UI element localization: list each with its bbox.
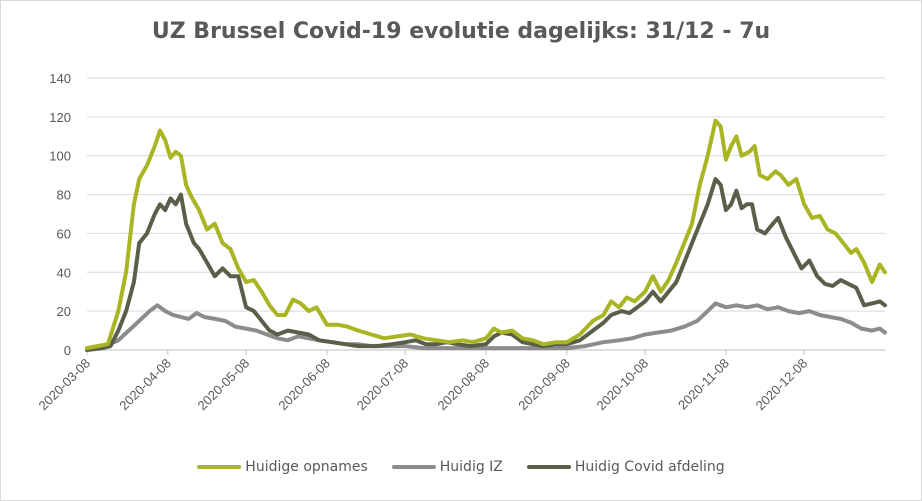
y-tick-label: 0: [64, 343, 71, 358]
legend-swatch-iz: [391, 465, 436, 469]
series-line-huidige-opnames: [85, 118, 887, 351]
legend-swatch-afdeling: [526, 465, 571, 469]
x-tick-label: 2020-05-08: [195, 356, 253, 414]
y-tick-label: 60: [57, 226, 71, 241]
series-line-huidig-covid-afdeling: [85, 177, 887, 352]
y-tick-label: 120: [49, 110, 71, 125]
legend-item-iz: Huidig IZ: [391, 459, 503, 475]
legend-swatch-opnames: [197, 465, 242, 469]
x-tick-label: 2020-11-08: [675, 356, 732, 413]
gridlines: [87, 77, 885, 312]
legend-item-afdeling: Huidig Covid afdeling: [526, 459, 725, 475]
legend-label-opnames: Huidige opnames: [245, 459, 368, 475]
y-axis: 0 20 40 60 80 100 120 140: [49, 71, 71, 358]
x-tick-label: 2020-04-08: [116, 356, 174, 414]
y-tick-label: 100: [49, 149, 71, 164]
x-tick-label: 2020-07-08: [354, 356, 412, 414]
legend-item-opnames: Huidige opnames: [197, 459, 368, 475]
chart-title: UZ Brussel Covid-19 evolutie dagelijks: …: [151, 19, 771, 44]
x-tick-label: 2020-08-08: [434, 356, 492, 414]
legend: Huidige opnames Huidig IZ Huidig Covid a…: [1, 459, 921, 475]
x-tick-label: 2020-10-08: [594, 356, 652, 414]
x-tick-label: 2020-12-08: [753, 356, 811, 414]
y-tick-label: 40: [57, 265, 71, 280]
x-tick-label: 2020-09-08: [515, 356, 573, 414]
legend-label-afdeling: Huidig Covid afdeling: [574, 459, 725, 475]
series-line-huidig-iz: [85, 301, 887, 351]
x-axis: 2020-03-08 2020-04-08 2020-05-08 2020-06-08…: [35, 349, 885, 414]
x-tick-label: 2020-03-08: [35, 356, 93, 414]
y-tick-label: 140: [49, 71, 71, 86]
series-layer: [85, 118, 887, 352]
y-tick-label: 20: [57, 304, 71, 319]
x-tick-label: 2020-06-08: [275, 356, 333, 414]
y-tick-label: 80: [57, 188, 71, 203]
legend-label-iz: Huidig IZ: [439, 459, 503, 475]
